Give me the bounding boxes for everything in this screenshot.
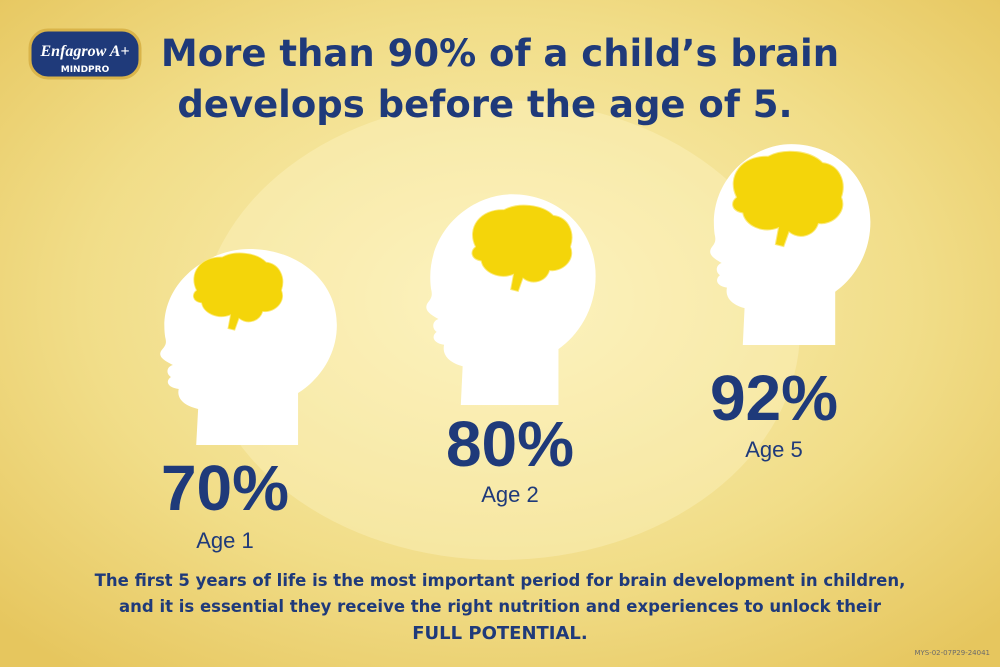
logo: Enfagrow A+ MINDPRO [28, 28, 142, 80]
percent: 80% [446, 408, 574, 480]
title-line: More than 90% of a child’s brain [161, 32, 839, 75]
title-line: develops before the age of 5. [177, 83, 792, 126]
age: Age 1 [196, 528, 254, 553]
code: MYS-02-07P29-24041 [914, 649, 990, 657]
logo-line: MINDPRO [61, 65, 110, 75]
age: Age 5 [745, 437, 803, 462]
footer-emphasis: FULL POTENTIAL. [412, 623, 587, 644]
percent: 92% [710, 362, 838, 434]
footer-line: The first 5 years of life is the most im… [95, 571, 906, 590]
age: Age 2 [481, 482, 539, 507]
footer-line: and it is essential they receive the rig… [119, 597, 882, 616]
logo-brand: Enfagrow A+ [40, 43, 130, 60]
percent: 70% [161, 452, 289, 524]
